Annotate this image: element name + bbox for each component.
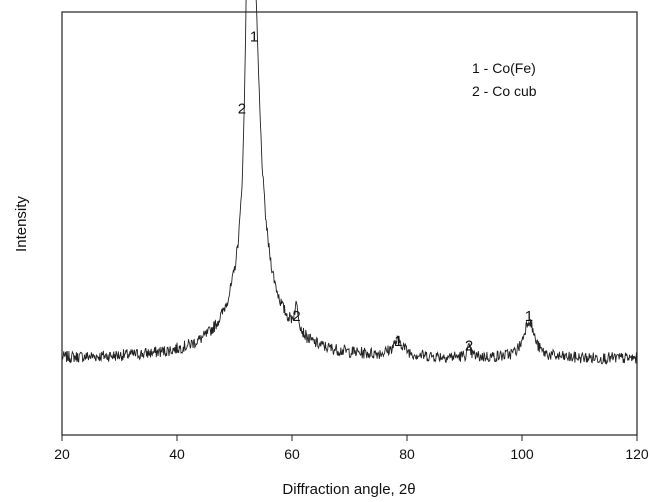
peak-labels: 1 2 2 1 2 1 [238,29,533,355]
plot-frame [61,11,638,436]
x-tick-label: 100 [510,446,534,462]
x-tick-label: 120 [625,446,649,462]
x-tick-label: 80 [399,446,415,462]
intensity-series-line [61,0,638,366]
peak-label: 2 [465,337,473,354]
x-axis-label: Diffraction angle, 2θ [282,481,415,498]
peak-label: 1 [394,333,402,350]
y-axis-label: Intensity [13,196,30,252]
peak-label: 1 [250,29,258,46]
peak-label: 1 [525,308,533,325]
legend-entry-co-fe: 1 - Co(Fe) [472,60,536,76]
peak-label: 2 [238,101,246,118]
peak-label: 2 [292,308,300,325]
x-tick-label: 60 [284,446,300,462]
x-tick-label: 20 [54,446,70,462]
x-axis-ticks: 20 40 60 80 100 120 [54,435,649,462]
x-tick-label: 40 [169,446,185,462]
legend-entry-co-cub: 2 - Co cub [472,83,537,99]
